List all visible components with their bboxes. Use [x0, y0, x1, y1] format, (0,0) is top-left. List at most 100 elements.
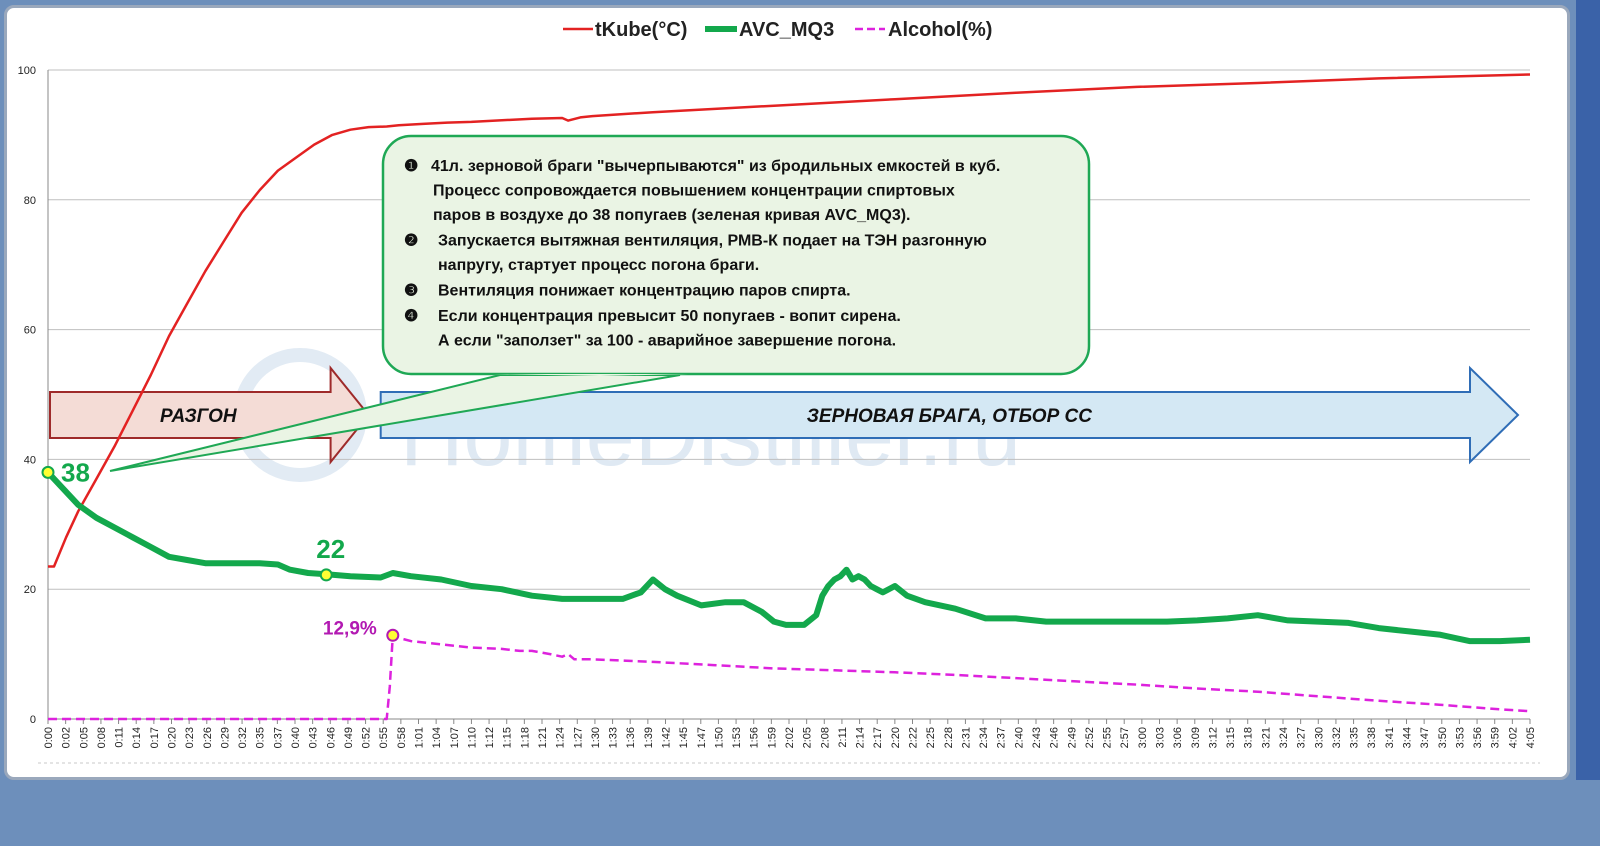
x-tick-label: 1:42 — [661, 727, 673, 748]
x-tick-label: 0:26 — [202, 727, 214, 748]
x-tick-label: 3:00 — [1137, 727, 1149, 748]
x-tick-label: 0:29 — [219, 727, 231, 748]
callout-line-4-1: Если концентрация превысит 50 попугаев -… — [438, 308, 901, 325]
x-tick-label: 3:12 — [1207, 727, 1219, 748]
x-tick-label: 2:49 — [1066, 727, 1078, 748]
y-tick-label: 80 — [24, 195, 36, 207]
x-tick-label: 2:20 — [890, 727, 902, 748]
x-tick-label: 2:40 — [1013, 727, 1025, 748]
callout-joint — [492, 374, 688, 376]
legend-label-2: AVC_MQ3 — [739, 19, 834, 41]
phase-label-1: РАЗГОН — [160, 406, 238, 427]
x-tick-label: 2:46 — [1049, 727, 1061, 748]
x-tick-label: 1:56 — [749, 727, 761, 748]
callout-line-1-3: паров в воздухе до 38 попугаев (зеленая … — [433, 207, 910, 224]
point-label-3: 12,9% — [323, 618, 377, 639]
x-tick-label: 2:11 — [837, 727, 849, 748]
x-tick-label: 3:30 — [1313, 727, 1325, 748]
x-tick-label: 1:21 — [537, 727, 549, 748]
x-tick-label: 3:18 — [1243, 727, 1255, 748]
x-tick-label: 2:05 — [802, 727, 814, 748]
x-tick-label: 3:27 — [1296, 727, 1308, 748]
callout-number-1: ❶ — [404, 158, 418, 175]
x-tick-label: 2:17 — [872, 727, 884, 748]
point-marker-3 — [386, 628, 400, 642]
x-tick-label: 2:55 — [1102, 727, 1114, 748]
x-tick-label: 1:36 — [625, 727, 637, 748]
x-tick-label: 2:31 — [960, 727, 972, 748]
y-tick-label: 40 — [24, 454, 36, 466]
x-tick-label: 0:58 — [396, 727, 408, 748]
x-tick-label: 2:43 — [1031, 727, 1043, 748]
x-tick-label: 1:24 — [555, 727, 567, 748]
x-tick-label: 0:00 — [43, 727, 55, 748]
legend-label-1: tKube(°C) — [595, 19, 687, 41]
point-marker-2 — [319, 568, 333, 582]
x-tick-label: 0:05 — [78, 727, 90, 748]
x-tick-label: 1:15 — [502, 727, 514, 748]
x-tick-label: 0:20 — [167, 727, 179, 748]
series-line-tkube-c — [48, 73, 1531, 568]
y-tick-label: 60 — [24, 325, 36, 337]
x-tick-label: 0:55 — [378, 727, 390, 748]
x-tick-label: 2:02 — [784, 727, 796, 748]
x-tick-label: 3:50 — [1437, 727, 1449, 748]
x-tick-label: 1:45 — [678, 727, 690, 748]
x-tick-label: 0:02 — [61, 727, 73, 748]
x-tick-label: 3:53 — [1454, 727, 1466, 748]
phase-arrow-2 — [379, 365, 1520, 465]
x-tick-label: 1:53 — [731, 727, 743, 748]
x-tick-label: 0:40 — [290, 727, 302, 748]
x-tick-label: 1:27 — [572, 727, 584, 748]
callout-number-4: ❹ — [404, 308, 418, 325]
legend-label-3: Alcohol(%) — [888, 19, 992, 41]
y-tick-label: 100 — [18, 65, 36, 77]
y-tick-label: 0 — [30, 714, 36, 726]
x-tick-label: 4:05 — [1525, 727, 1537, 748]
x-tick-label: 1:33 — [608, 727, 620, 748]
x-tick-label: 3:35 — [1349, 727, 1361, 748]
x-tick-label: 0:32 — [237, 727, 249, 748]
x-tick-label: 1:04 — [431, 727, 443, 748]
point-marker-1 — [41, 465, 55, 479]
x-tick-label: 2:25 — [925, 727, 937, 748]
x-tick-label: 3:44 — [1402, 727, 1414, 748]
x-tick-label: 3:38 — [1366, 727, 1378, 748]
callout-number-2: ❷ — [404, 233, 418, 250]
x-tick-label: 3:21 — [1260, 727, 1272, 748]
x-tick-label: 2:22 — [908, 727, 920, 748]
x-tick-label: 4:02 — [1507, 727, 1519, 748]
callout-number-3: ❸ — [404, 283, 418, 300]
point-label-1: 38 — [61, 457, 90, 487]
right-edge-strip — [1576, 0, 1600, 780]
x-tick-label: 2:52 — [1084, 727, 1096, 748]
x-tick-label: 3:32 — [1331, 727, 1343, 748]
x-tick-label: 0:23 — [184, 727, 196, 748]
x-tick-label: 3:56 — [1472, 727, 1484, 748]
series-line-alcohol — [48, 634, 1531, 721]
x-tick-label: 3:59 — [1490, 727, 1502, 748]
x-tick-label: 3:15 — [1225, 727, 1237, 748]
callout-line-3-1: Вентиляция понижает концентрацию паров с… — [438, 283, 851, 300]
x-tick-label: 3:09 — [1190, 727, 1202, 748]
x-tick-label: 1:07 — [449, 727, 461, 748]
x-tick-label: 0:52 — [361, 727, 373, 748]
x-tick-label: 3:06 — [1172, 727, 1184, 748]
callout-box — [381, 134, 1091, 376]
x-tick-label: 1:10 — [466, 727, 478, 748]
x-tick-label: 0:17 — [149, 727, 161, 748]
x-tick-label: 0:35 — [255, 727, 267, 748]
x-tick-label: 0:43 — [308, 727, 320, 748]
x-tick-label: 2:37 — [996, 727, 1008, 748]
x-tick-label: 1:12 — [484, 727, 496, 748]
x-tick-label: 0:08 — [96, 727, 108, 748]
x-tick-label: 1:39 — [643, 727, 655, 748]
x-tick-label: 1:01 — [414, 727, 426, 748]
x-tick-label: 0:49 — [343, 727, 355, 748]
x-tick-label: 1:50 — [713, 727, 725, 748]
y-tick-label: 20 — [24, 584, 36, 596]
x-tick-label: 3:03 — [1155, 727, 1167, 748]
x-tick-label: 2:14 — [855, 727, 867, 748]
x-tick-label: 2:28 — [943, 727, 955, 748]
